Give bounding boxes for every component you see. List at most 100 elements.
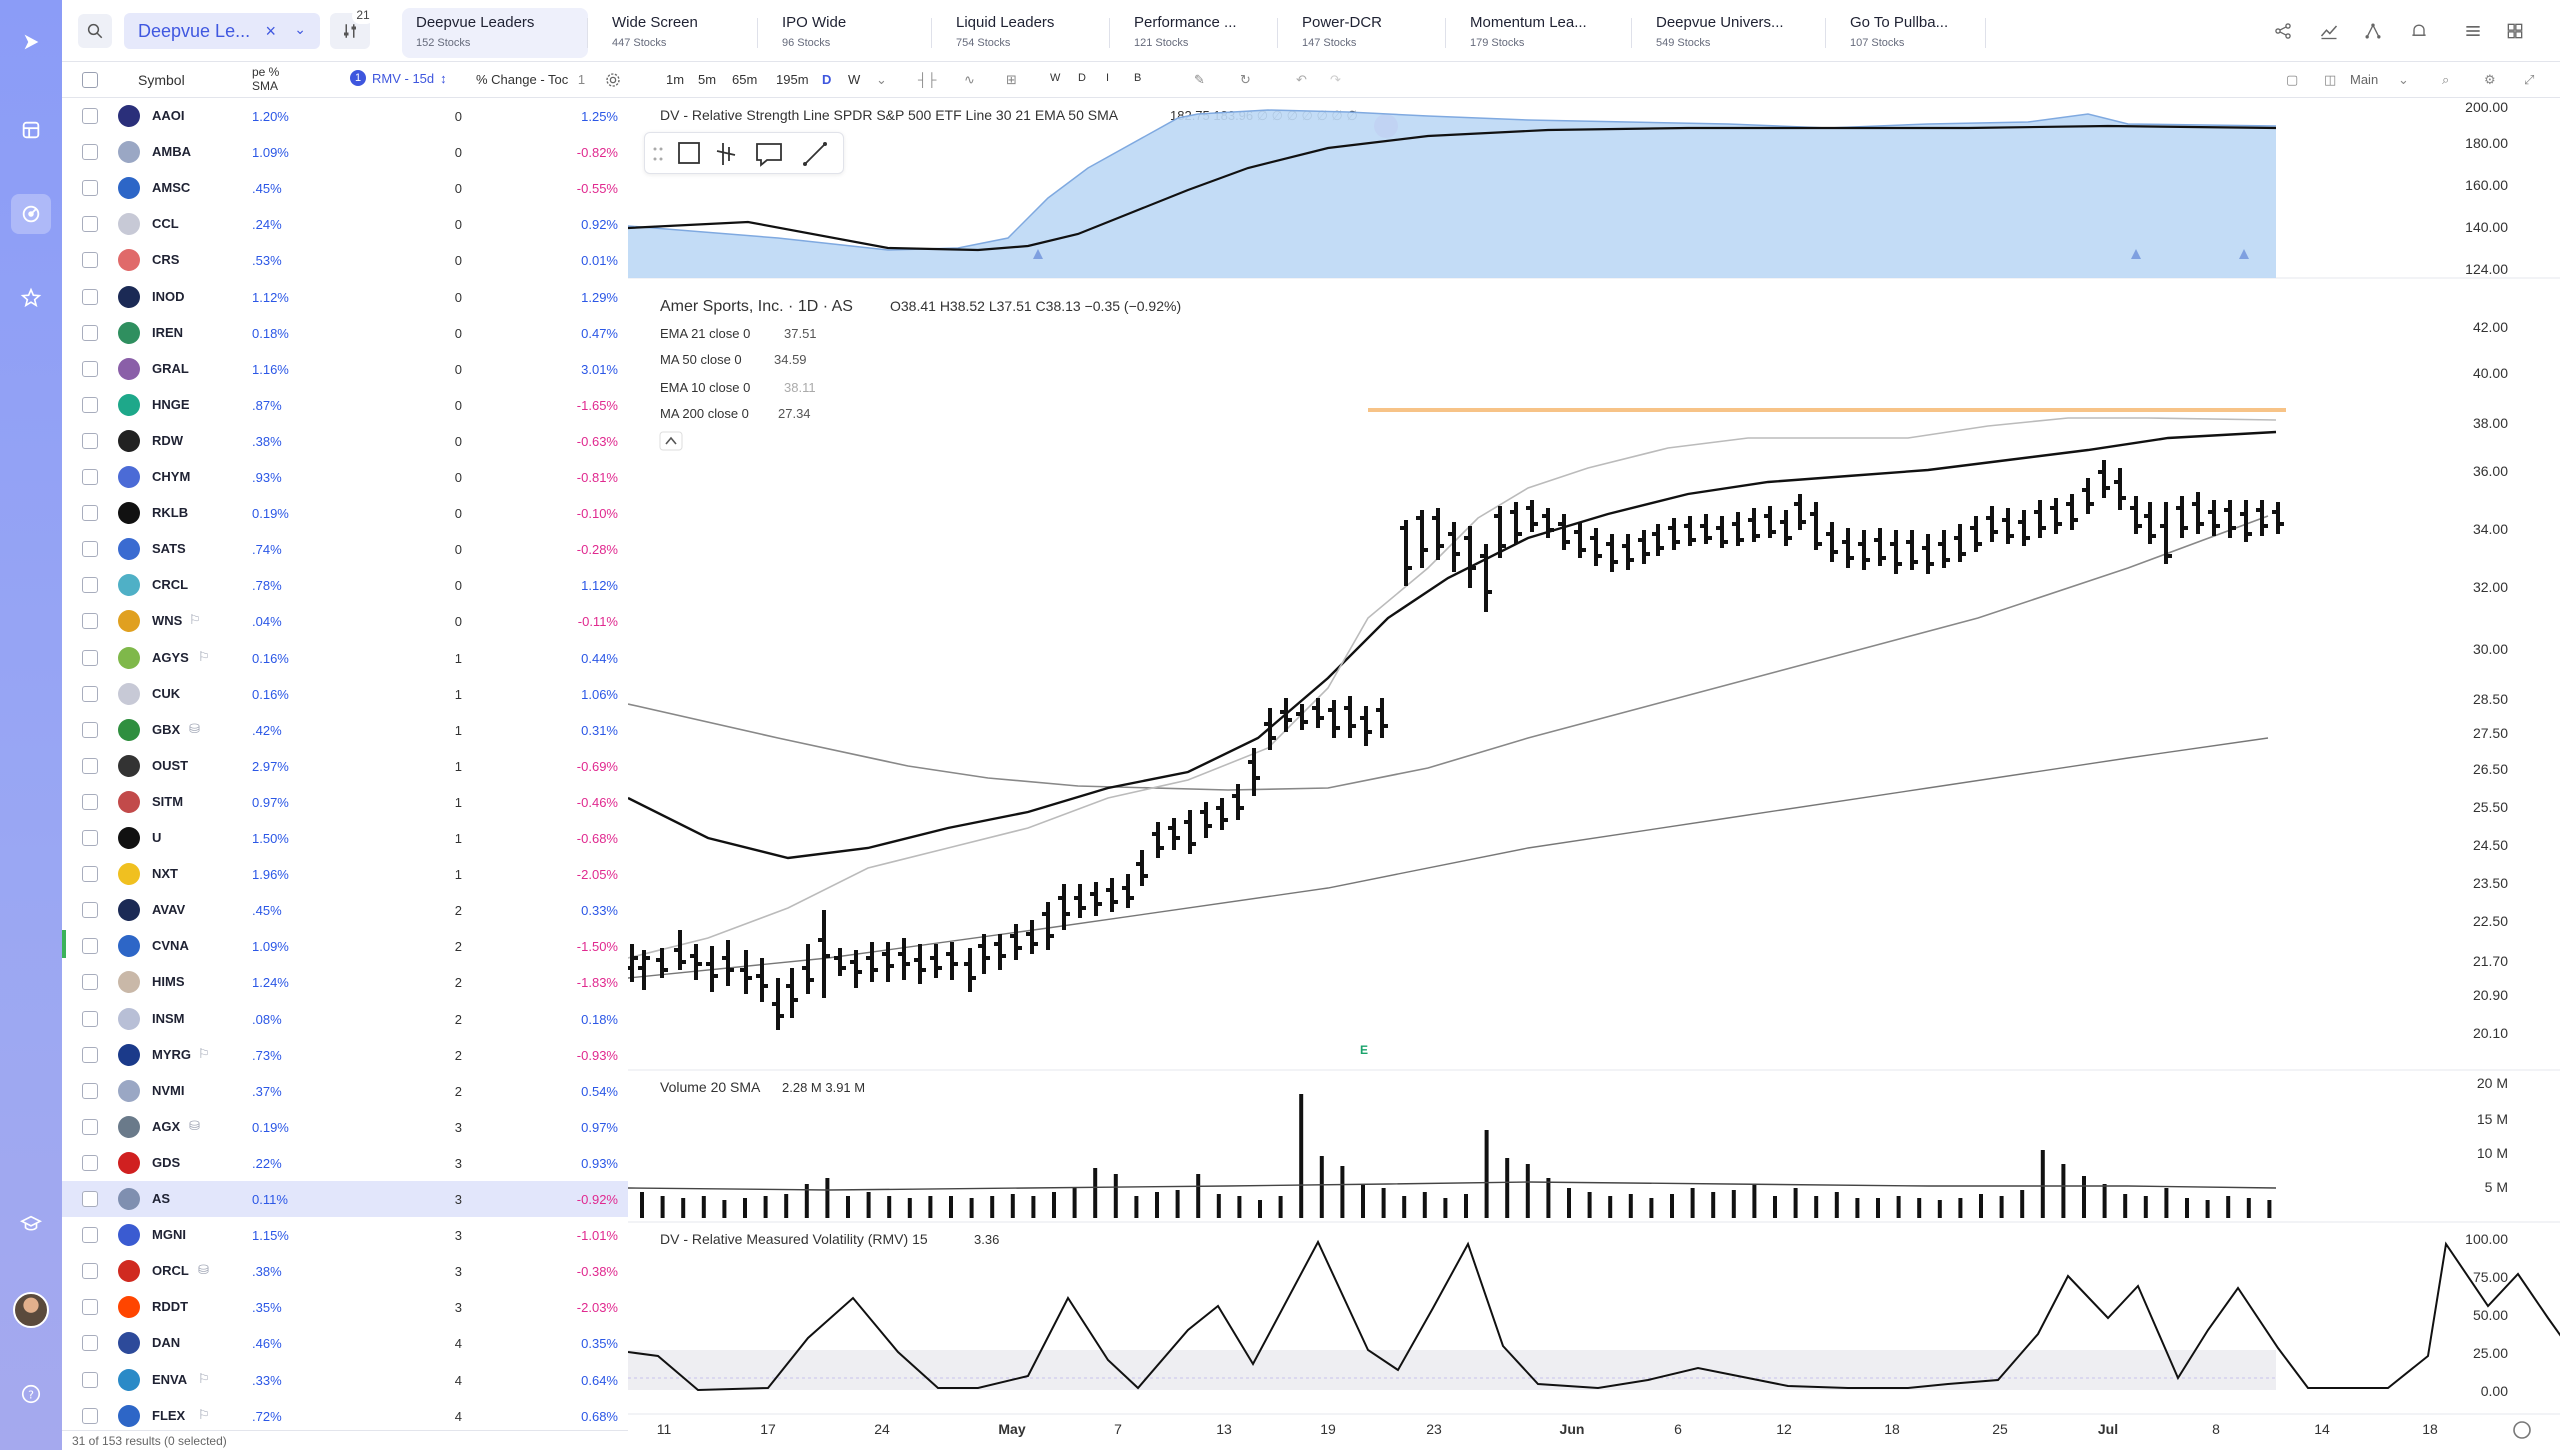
table-row[interactable]: AGYS ⚐ 0.16% 1 0.44% — [62, 640, 628, 676]
table-row[interactable]: CCL .24% 0 0.92% — [62, 206, 628, 242]
row-checkbox[interactable] — [82, 830, 98, 846]
row-checkbox[interactable] — [82, 1263, 98, 1280]
tab-deepvue-leaders[interactable]: Deepvue Leaders 152 Stocks — [402, 8, 588, 58]
table-row[interactable]: AMSC .45% 0 -0.55% — [62, 170, 628, 206]
row-checkbox[interactable] — [82, 396, 98, 413]
period-b[interactable]: B — [1134, 72, 1142, 84]
tab-ipo-wide[interactable]: IPO Wide 96 Stocks — [768, 8, 932, 58]
row-symbol[interactable]: CRCL — [152, 577, 189, 593]
row-symbol[interactable]: AGYS — [152, 649, 189, 665]
row-checkbox[interactable] — [82, 1227, 98, 1244]
tab-momentum-lea[interactable]: Momentum Lea... 179 Stocks — [1456, 8, 1632, 58]
row-symbol[interactable]: GDS — [152, 1154, 181, 1170]
select-all-checkbox[interactable] — [82, 72, 98, 88]
row-checkbox[interactable] — [82, 613, 98, 630]
gear-icon[interactable] — [604, 71, 622, 92]
table-row[interactable]: AS 0.11% 3 -0.92% — [62, 1181, 628, 1217]
row-symbol[interactable]: CVNA — [152, 938, 189, 954]
row-symbol[interactable]: INOD — [152, 288, 185, 304]
row-checkbox[interactable] — [82, 252, 98, 269]
table-row[interactable]: CVNA 1.09% 2 -1.50% — [62, 928, 628, 964]
share-icon[interactable] — [2270, 18, 2296, 44]
grid-view-icon[interactable] — [2502, 18, 2528, 44]
row-checkbox[interactable] — [82, 505, 98, 522]
logo-icon[interactable] — [11, 22, 51, 62]
bell-icon[interactable] — [2406, 18, 2432, 44]
chevron-down-icon[interactable]: ⌄ — [294, 21, 306, 37]
row-checkbox[interactable] — [82, 216, 98, 233]
row-checkbox[interactable] — [82, 685, 98, 702]
tab-performance[interactable]: Performance ... 121 Stocks — [1120, 8, 1278, 58]
table-row[interactable]: INSM .08% 2 0.18% — [62, 1001, 628, 1037]
timeframe-dropdown-icon[interactable]: ⌄ — [876, 72, 887, 87]
row-symbol[interactable]: NXT — [152, 866, 178, 882]
table-row[interactable]: AMBA 1.09% 0 -0.82% — [62, 134, 628, 170]
undo-icon[interactable]: ↶ — [1296, 72, 1307, 87]
table-row[interactable]: INOD 1.12% 0 1.29% — [62, 279, 628, 315]
row-checkbox[interactable] — [82, 1082, 98, 1099]
candle-type-icon[interactable]: ┤├ — [918, 72, 937, 87]
period-w[interactable]: W — [1050, 72, 1061, 84]
flag-icon[interactable]: ⚐ — [198, 648, 210, 664]
table-row[interactable]: U 1.50% 1 -0.68% — [62, 820, 628, 856]
dashboard-icon[interactable] — [11, 110, 51, 150]
row-checkbox[interactable] — [82, 108, 98, 124]
table-row[interactable]: GRAL 1.16% 0 3.01% — [62, 351, 628, 387]
timeframe-w[interactable]: W — [848, 72, 861, 87]
table-row[interactable]: IREN 0.18% 0 0.47% — [62, 315, 628, 351]
row-symbol[interactable]: U — [152, 830, 162, 845]
table-row[interactable]: AAOI 1.20% 0 1.25% — [62, 98, 628, 134]
table-row[interactable]: CUK 0.16% 1 1.06% — [62, 676, 628, 712]
row-checkbox[interactable] — [82, 1407, 98, 1424]
row-checkbox[interactable] — [82, 360, 98, 377]
table-row[interactable]: HNGE .87% 0 -1.65% — [62, 387, 628, 423]
network-icon[interactable] — [2360, 18, 2386, 44]
row-checkbox[interactable] — [82, 1046, 98, 1063]
layout-select[interactable]: Main — [2350, 72, 2379, 87]
table-row[interactable]: MYRG ⚐ .73% 2 -0.93% — [62, 1037, 628, 1073]
row-checkbox[interactable] — [82, 1010, 98, 1027]
col-change[interactable]: % Change - Toc 1 — [476, 72, 585, 87]
row-checkbox[interactable] — [82, 1371, 98, 1388]
row-checkbox[interactable] — [82, 432, 98, 449]
row-symbol[interactable]: NVMI — [152, 1082, 185, 1098]
row-checkbox[interactable] — [82, 974, 98, 991]
row-symbol[interactable]: MYRG — [152, 1046, 191, 1062]
row-checkbox[interactable] — [82, 180, 98, 197]
row-checkbox[interactable] — [82, 1118, 98, 1135]
table-row[interactable]: NVMI .37% 2 0.54% — [62, 1073, 628, 1109]
row-symbol[interactable]: HIMS — [152, 974, 185, 990]
avatar[interactable] — [13, 1292, 49, 1328]
flag-icon[interactable]: ⚐ — [198, 1045, 210, 1061]
table-row[interactable]: AVAV .45% 2 0.33% — [62, 892, 628, 928]
row-symbol[interactable]: CHYM — [152, 469, 191, 484]
row-symbol[interactable]: AAOI — [152, 108, 185, 123]
row-checkbox[interactable] — [82, 793, 98, 810]
flag-icon[interactable]: ⚐ — [189, 612, 201, 628]
row-checkbox[interactable] — [82, 1299, 98, 1316]
row-symbol[interactable]: CRS — [152, 252, 180, 268]
row-symbol[interactable]: GBX — [152, 721, 181, 737]
redo-icon[interactable]: ↷ — [1330, 72, 1341, 87]
row-symbol[interactable]: ENVA — [152, 1371, 188, 1387]
timeframe-1m[interactable]: 1m — [666, 72, 685, 87]
table-row[interactable]: WNS ⚐ .04% 0 -0.11% — [62, 603, 628, 639]
table-row[interactable]: SATS .74% 0 -0.28% — [62, 531, 628, 567]
row-checkbox[interactable] — [82, 757, 98, 774]
chart-area[interactable]: 200.00 180.00 160.00 140.00 124.00 DV - Relat… — [628, 98, 2560, 1450]
table-row[interactable]: GBX ⛁ .42% 1 0.31% — [62, 712, 628, 748]
chart-line-icon[interactable] — [2316, 18, 2342, 44]
table-row[interactable]: MGNI 1.15% 3 -1.01% — [62, 1217, 628, 1253]
tab-liquid-leaders[interactable]: Liquid Leaders 754 Stocks — [942, 8, 1110, 58]
row-checkbox[interactable] — [82, 866, 98, 883]
table-row[interactable]: DAN .46% 4 0.35% — [62, 1325, 628, 1361]
save-layout-icon[interactable]: ◫ — [2324, 72, 2337, 87]
table-row[interactable]: CRS .53% 0 0.01% — [62, 242, 628, 278]
row-symbol[interactable]: RKLB — [152, 505, 189, 521]
pencil-icon[interactable]: ✎ — [1194, 72, 1205, 87]
col-pe-sma[interactable]: pe % SMA — [252, 65, 279, 93]
row-symbol[interactable]: AS — [152, 1191, 171, 1206]
row-checkbox[interactable] — [82, 469, 98, 485]
row-checkbox[interactable] — [82, 1335, 98, 1352]
